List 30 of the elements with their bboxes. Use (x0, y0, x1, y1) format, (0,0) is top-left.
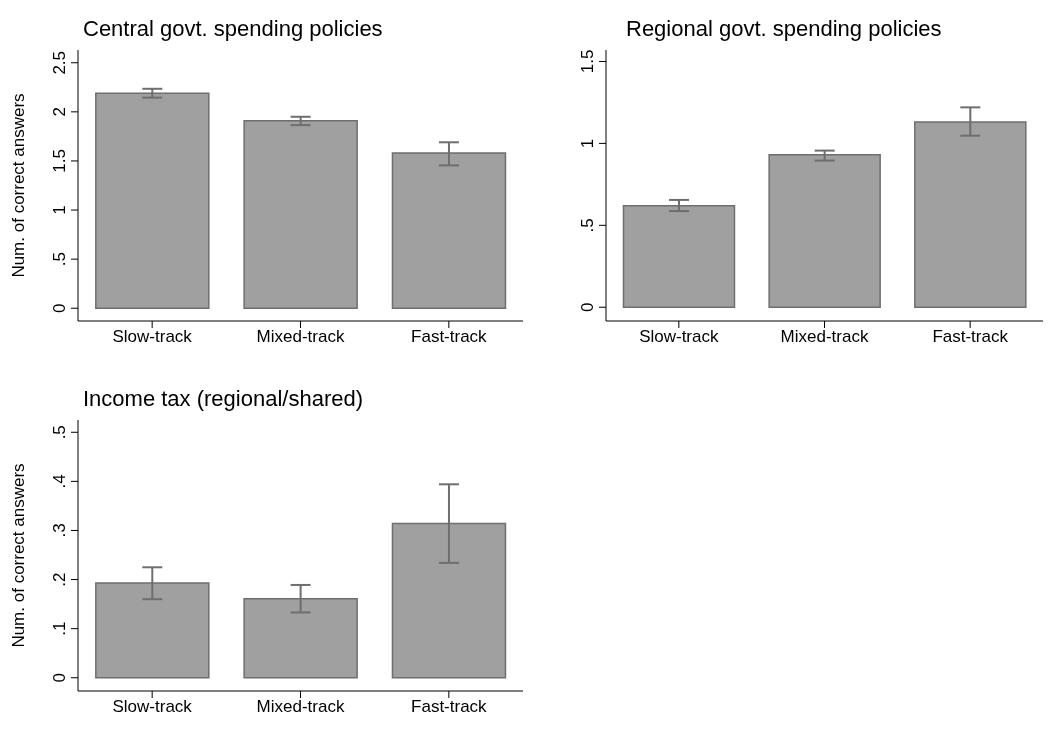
x-tick-label: Mixed-track (780, 327, 869, 347)
y-tick-label: 1 (50, 205, 69, 215)
y-tick-label: .5 (578, 218, 597, 233)
y-tick-label: .4 (50, 474, 69, 489)
y-tick-label: 1.5 (50, 149, 69, 173)
x-tick-label: Fast-track (411, 697, 488, 717)
x-tick-label: Mixed-track (256, 327, 345, 347)
y-tick-label: .5 (50, 252, 69, 267)
y-tick-label: 1 (578, 138, 597, 149)
y-axis-title: Num. of correct answers (9, 463, 29, 648)
y-tick-label: .2 (50, 572, 69, 587)
x-tick-label: Fast-track (932, 327, 1009, 347)
y-tick-label: .5 (50, 425, 69, 440)
chart-title: Income tax (regional/shared) (83, 386, 364, 412)
x-tick-label: Mixed-track (256, 697, 345, 717)
x-tick-label: Slow-track (112, 327, 193, 347)
x-tick-label: Slow-track (639, 327, 719, 347)
y-tick-label: 0 (50, 673, 69, 683)
y-axis-title: Num. of correct answers (9, 93, 29, 278)
chart-title: Central govt. spending policies (83, 16, 383, 42)
y-tick-label: 1.5 (578, 49, 597, 74)
x-tick-label: Fast-track (411, 327, 488, 347)
chart-title: Regional govt. spending policies (626, 16, 942, 42)
x-tick-label: Slow-track (112, 697, 193, 717)
y-tick-label: 2.5 (50, 50, 69, 75)
y-tick-label: .1 (50, 621, 69, 636)
y-tick-label: 0 (578, 302, 597, 312)
y-tick-label: 2 (50, 107, 69, 117)
y-tick-label: .3 (50, 523, 69, 538)
y-tick-label: 0 (50, 303, 69, 313)
